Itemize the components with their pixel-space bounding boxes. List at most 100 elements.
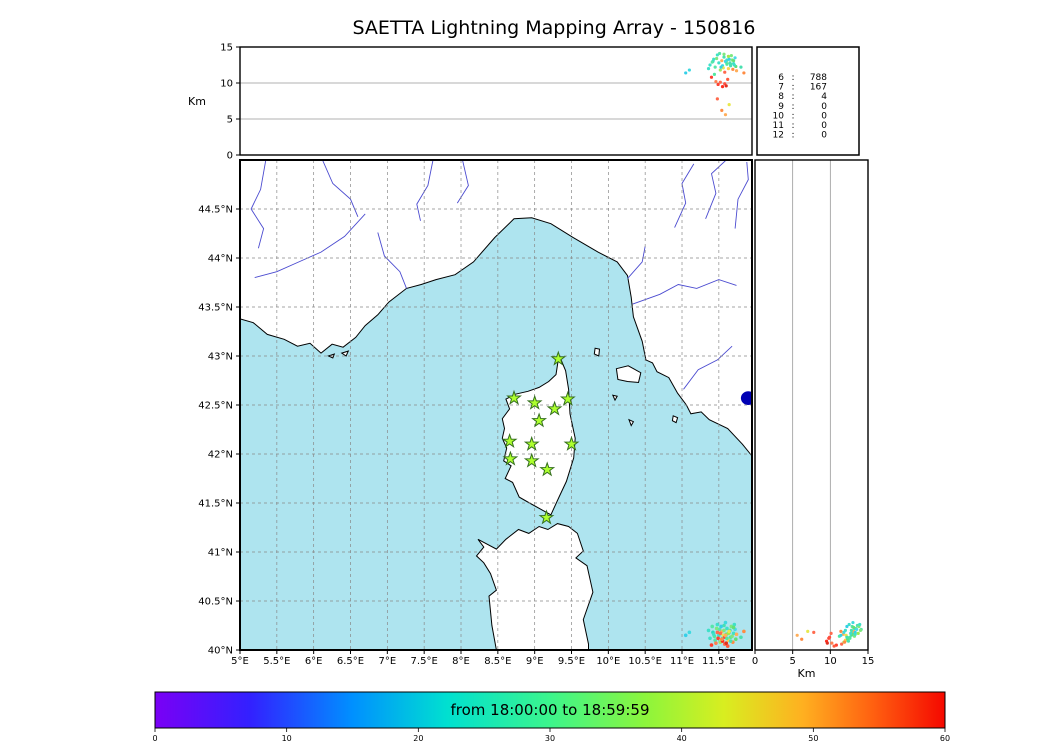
lightning-point [839, 633, 843, 637]
river [416, 160, 434, 221]
lightning-point [725, 62, 729, 66]
alt-tick-label: 15 [862, 656, 875, 667]
lightning-point [713, 65, 717, 69]
lightning-point [712, 72, 717, 76]
map-grid [240, 160, 752, 650]
lightning-point [734, 69, 739, 73]
lightning-point [726, 54, 731, 58]
lat-tick-label: 44°N [208, 254, 233, 265]
lightning-scatter-alt-lat [795, 620, 863, 648]
lightning-point [734, 632, 739, 637]
lightning-point [722, 628, 726, 633]
lon-tick-label: 10°E [596, 656, 620, 667]
river [254, 213, 366, 279]
station-star [531, 412, 548, 428]
lightning-point [830, 641, 834, 645]
land-capraia [593, 347, 601, 357]
station-star [559, 390, 576, 406]
lon-tick-label: 9°E [526, 656, 544, 667]
lightning-point [718, 631, 723, 636]
lightning-point [723, 70, 727, 74]
lightning-point [731, 631, 736, 636]
lightning-point [727, 629, 731, 634]
count-colon: : [791, 111, 794, 121]
lightning-point [722, 623, 726, 628]
lightning-point [739, 635, 743, 640]
alt-tick-label: 5 [789, 656, 795, 667]
colorbar-tick-label: 0 [152, 734, 157, 743]
lightning-point [713, 638, 717, 642]
lightning-point [720, 108, 724, 112]
count-stations: 8 [778, 92, 784, 102]
lightning-point [722, 52, 726, 56]
lightning-point [714, 641, 718, 645]
count-colon: : [791, 131, 794, 141]
lightning-point [720, 59, 724, 63]
lat-tick-label: 42.5°N [198, 401, 233, 412]
count-value: 0 [821, 121, 827, 131]
lightning-point [848, 636, 852, 640]
lightning-point [717, 61, 721, 65]
station-star [502, 450, 519, 466]
lightning-point [710, 60, 714, 64]
lightning-point [845, 624, 849, 629]
colorbar-tick-label: 40 [677, 734, 687, 743]
lightning-point [683, 633, 688, 638]
river [322, 160, 359, 217]
lightning-point [849, 631, 853, 635]
lightning-point [709, 75, 714, 79]
lightning-point [716, 636, 720, 641]
lightning-point [711, 632, 716, 637]
lightning-point [719, 637, 724, 642]
lon-tick-label: 10.5°E [628, 656, 662, 667]
count-value: 788 [810, 73, 827, 83]
colorbar: from 18:00:00 to 18:59:59 0 10 20 30 40 50 60 [152, 691, 950, 743]
panel-border [756, 46, 860, 156]
lat-tick-label: 43°N [208, 352, 233, 363]
lightning-point [714, 626, 719, 631]
count-colon: : [791, 121, 794, 131]
panel-background [240, 47, 752, 155]
lightning-point [717, 627, 722, 632]
lightning-point [709, 643, 714, 647]
lightning-point [687, 68, 691, 72]
lightning-point [812, 630, 816, 634]
alt-axis-label: Km [798, 667, 816, 680]
lightning-point [800, 637, 804, 641]
lightning-point [851, 620, 855, 625]
lightning-point [742, 71, 746, 75]
river [632, 279, 737, 305]
lightning-point [724, 641, 729, 645]
lon-tick-label: 6.5°E [337, 656, 364, 667]
lightning-point [708, 636, 712, 641]
land-pianosa [611, 394, 618, 402]
count-value: 0 [821, 111, 827, 121]
lat-tick-label: 40.5°N [198, 597, 233, 608]
colorbar-tick-label: 20 [413, 734, 423, 743]
count-value: 0 [821, 131, 827, 141]
lon-tick-label: 8°E [452, 656, 470, 667]
lightning-point [684, 71, 688, 75]
lightning-point [729, 54, 733, 58]
lightning-point [729, 64, 733, 68]
lightning-point [733, 56, 737, 60]
count-stations: 10 [773, 111, 785, 121]
alt-tick-label: 0 [227, 151, 233, 162]
station-star [538, 509, 555, 525]
lightning-point [858, 622, 862, 627]
alt-tick-label: 10 [220, 79, 233, 90]
lightning-point [832, 644, 836, 648]
alt-tick-label: 5 [227, 115, 233, 126]
station-star [501, 432, 518, 449]
chart-title: SAETTA Lightning Mapping Array - 150816 [352, 17, 756, 39]
lake-bolsena [740, 391, 752, 406]
lightning-point [731, 625, 736, 630]
lightning-point [727, 57, 731, 61]
lightning-scatter-alt-lon [684, 51, 746, 117]
count-stations: 7 [778, 83, 784, 93]
map-content [240, 160, 752, 650]
colorbar-tick-label: 60 [940, 734, 950, 743]
lightning-point [845, 635, 849, 639]
lightning-point [719, 65, 723, 69]
